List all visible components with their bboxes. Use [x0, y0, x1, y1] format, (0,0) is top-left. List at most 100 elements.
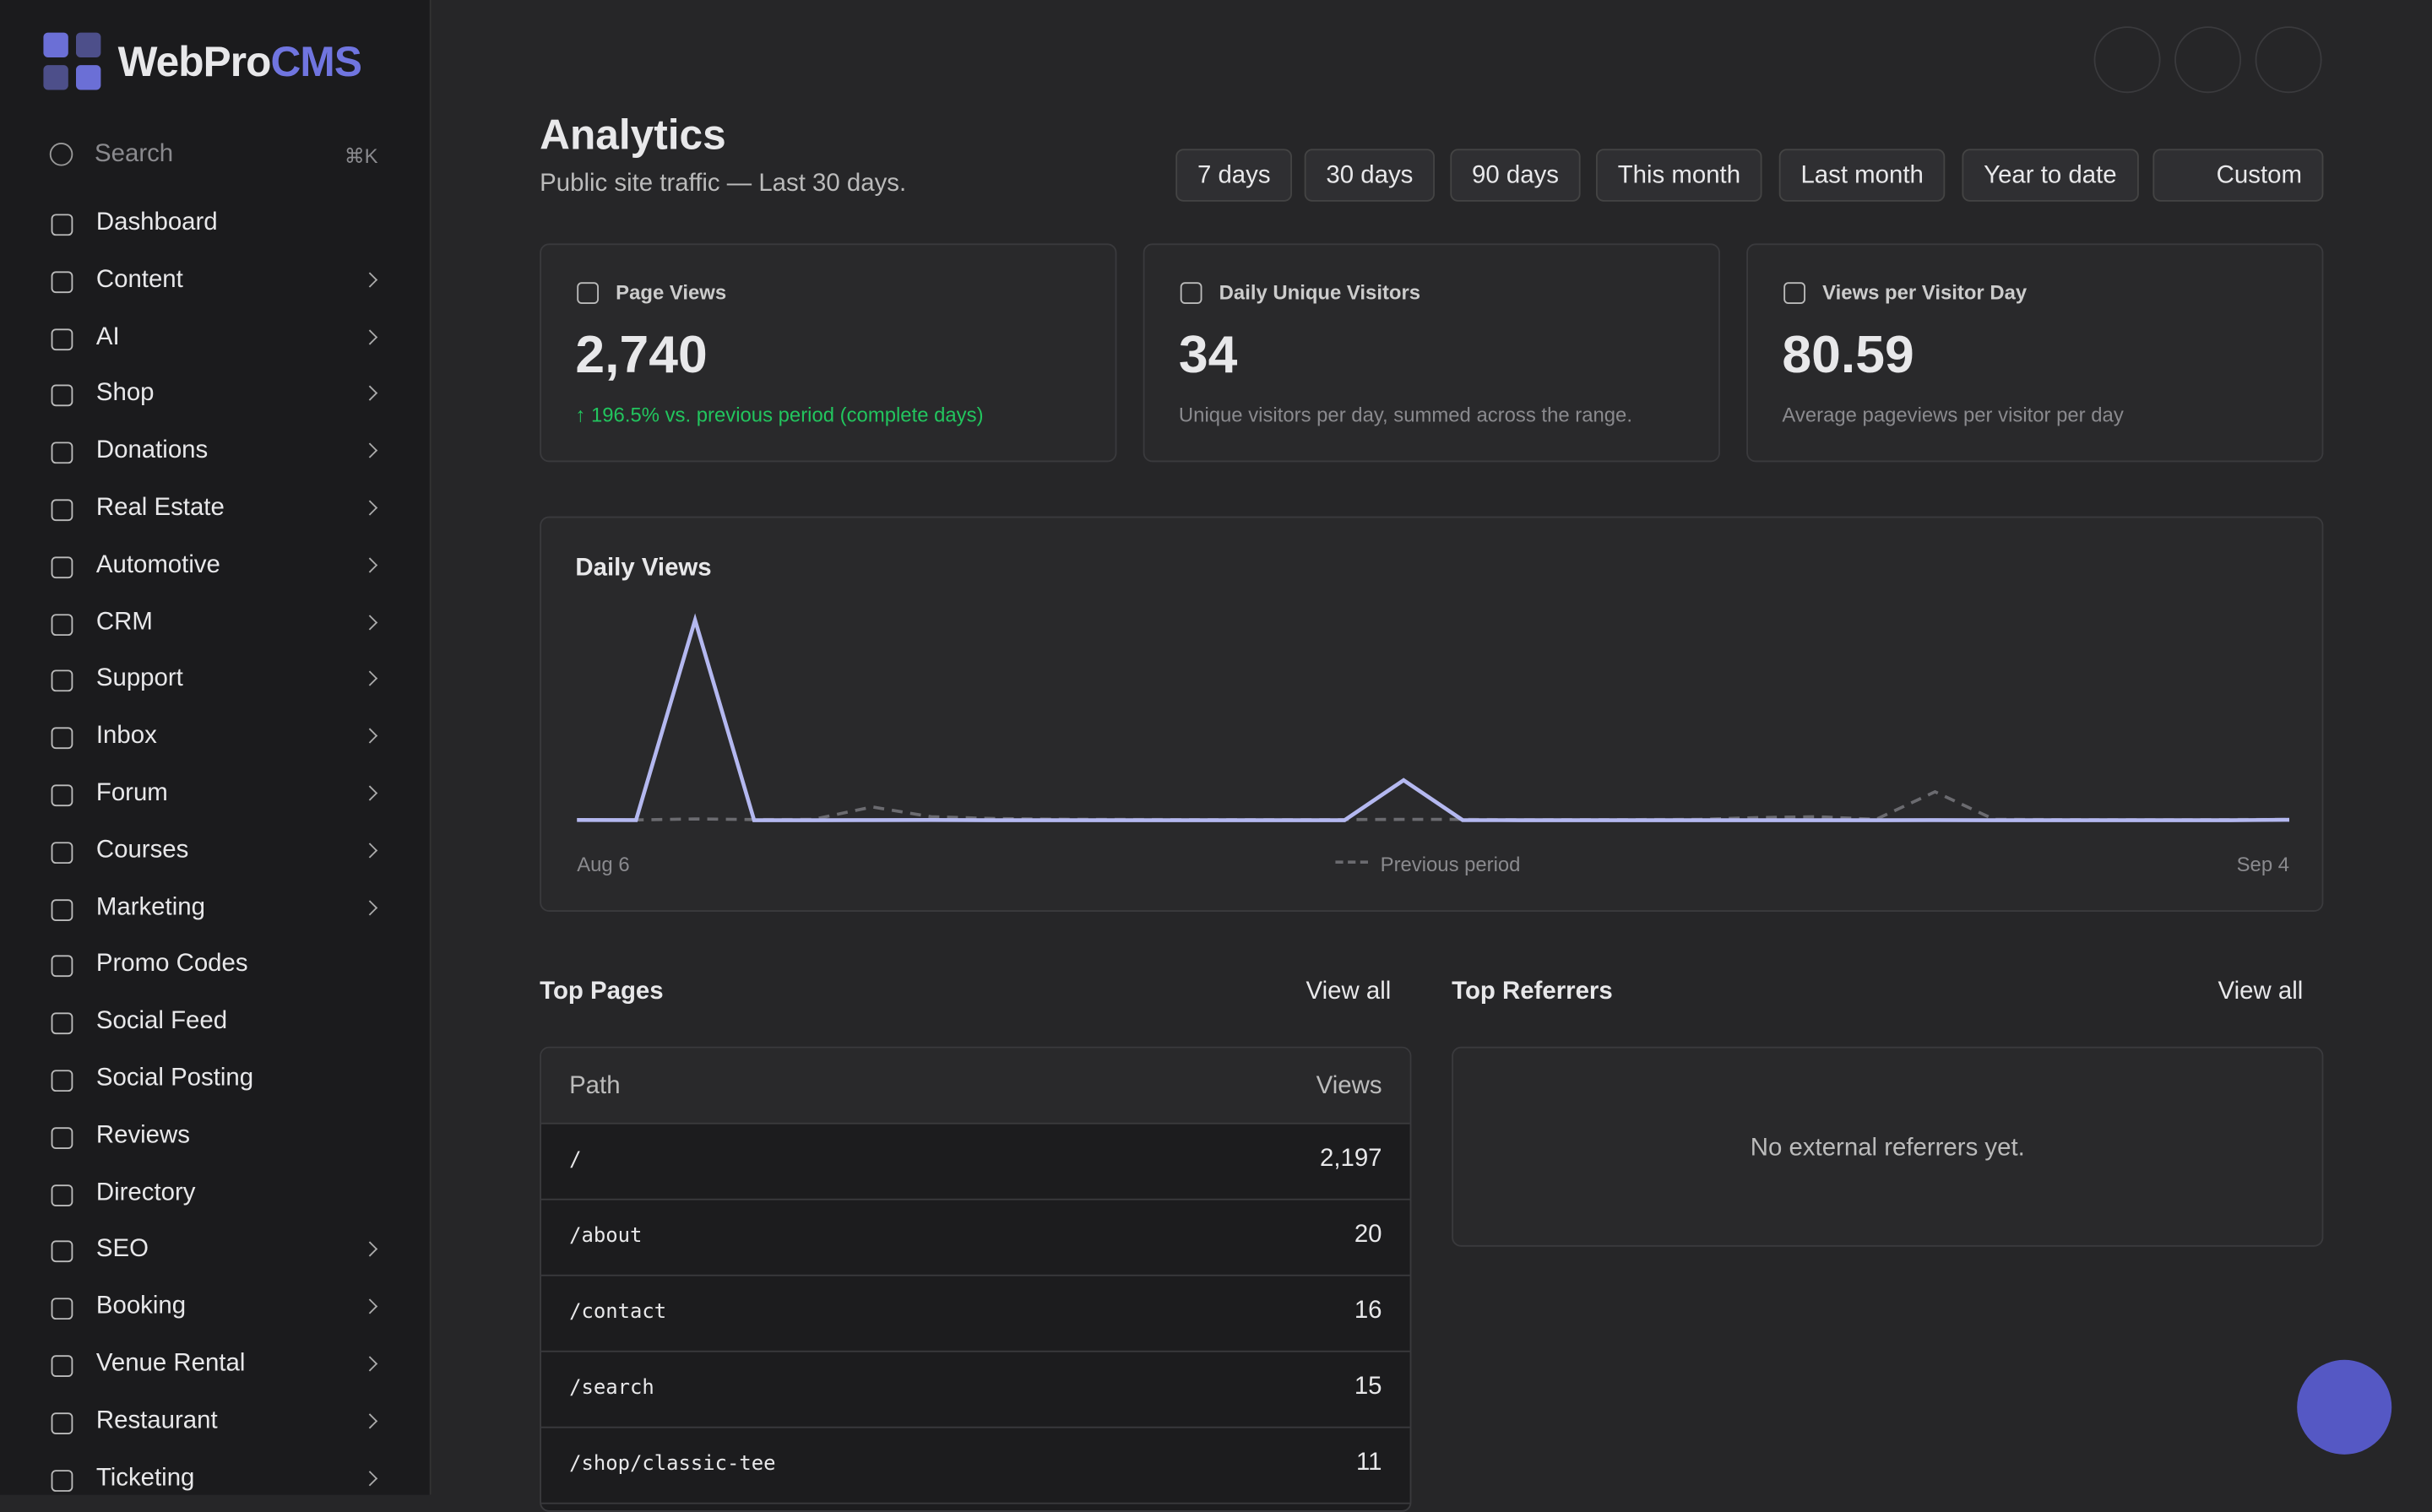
nav-item[interactable]: CRM: [95, 609, 153, 636]
nav-item[interactable]: AI: [95, 323, 120, 350]
legend-label: Previous period: [1381, 854, 1521, 876]
row-divider: [541, 1426, 1410, 1428]
cell-views: 2,197: [1319, 1146, 1382, 1173]
cell-path: /shop/classic-tee: [569, 1453, 776, 1477]
nav-icon: [51, 613, 73, 636]
subtitle: Public site traffic — Last 30 days.: [540, 171, 907, 198]
nav-item[interactable]: Reviews: [95, 1122, 190, 1149]
view-all[interactable]: View all: [1306, 978, 1392, 1005]
stat-icon: [1783, 282, 1805, 304]
column-header: Views: [1316, 1073, 1382, 1100]
stat-label: Page Views: [616, 280, 727, 304]
range-button[interactable]: 7 days: [1175, 149, 1293, 202]
theme-button[interactable]: [2093, 26, 2161, 94]
row-divider: [541, 1274, 1410, 1276]
stat-card: Daily Unique Visitors 34 Unique visitors p…: [1143, 243, 1720, 463]
nav-icon: [51, 898, 73, 921]
nav-item[interactable]: Real Estate: [95, 494, 225, 522]
brand: WebProCMS: [117, 38, 362, 87]
chevron: [361, 1298, 378, 1314]
section-title: Top Pages: [540, 978, 664, 1005]
nav-item[interactable]: Directory: [95, 1179, 196, 1206]
nav-icon: [51, 1126, 73, 1149]
stat-card: Page Views 2,740 ↑ 196.5% vs. previous per…: [540, 243, 1117, 463]
nav-item[interactable]: Automotive: [95, 551, 220, 578]
nav-icon: [51, 271, 73, 293]
ai-button[interactable]: [2297, 1359, 2392, 1455]
stat-card: Views per Visitor Day 80.59 Average pagevi…: [1746, 243, 2324, 463]
nav-icon: [51, 841, 73, 864]
stat-value: 80.59: [1782, 325, 1914, 385]
range-button[interactable]: Custom: [2152, 149, 2324, 202]
cell-path: /: [569, 1149, 582, 1173]
nav-item[interactable]: SEO: [95, 1236, 149, 1263]
range-button[interactable]: This month: [1595, 149, 1762, 202]
range-button[interactable]: Year to date: [1962, 149, 2139, 202]
chevron: [361, 1470, 378, 1486]
nav-item[interactable]: Social Feed: [95, 1008, 228, 1035]
column-header: Path: [569, 1073, 621, 1100]
chevron: [361, 1242, 378, 1258]
stat-label: Daily Unique Visitors: [1219, 280, 1421, 304]
nav-icon: [51, 1298, 73, 1320]
chevron: [361, 1356, 378, 1372]
chevron: [361, 899, 378, 915]
stat-note: ↑ 196.5% vs. previous period (complete d…: [575, 403, 984, 427]
range-button[interactable]: 30 days: [1304, 149, 1436, 202]
section-title: Top Referrers: [1452, 978, 1613, 1005]
range-button[interactable]: 90 days: [1450, 149, 1581, 202]
nav-item[interactable]: Inbox: [95, 723, 157, 750]
nav-icon: [51, 1412, 73, 1434]
nav-item[interactable]: Ticketing: [95, 1464, 195, 1492]
chevron: [361, 1412, 378, 1429]
cell-views: 16: [1354, 1298, 1382, 1325]
nav-item[interactable]: Content: [95, 266, 183, 293]
nav-item[interactable]: Marketing: [95, 894, 205, 921]
cell-views: 15: [1354, 1374, 1382, 1401]
nav-icon: [51, 1355, 73, 1378]
nav-item[interactable]: Courses: [95, 837, 189, 864]
nav-item[interactable]: Social Posting: [95, 1065, 254, 1092]
title: Analytics: [540, 111, 726, 159]
nav-item[interactable]: Dashboard: [95, 209, 218, 236]
line: [577, 613, 2290, 822]
empty-state: No external referrers yet.: [1750, 1135, 2025, 1162]
language-button[interactable]: [2174, 26, 2242, 94]
brand-b: CMS: [270, 38, 362, 86]
nav-icon: [51, 385, 73, 407]
cell-views: 11: [1356, 1450, 1382, 1477]
help-button[interactable]: [2255, 26, 2322, 94]
chevron: [361, 614, 378, 630]
nav-item[interactable]: Venue Rental: [95, 1350, 246, 1378]
nav-item[interactable]: Donations: [95, 437, 209, 464]
chevron: [361, 728, 378, 744]
chevron: [361, 671, 378, 687]
stat-value: 2,740: [575, 325, 708, 385]
nav-icon: [51, 1241, 73, 1263]
line: [577, 789, 2290, 822]
nav-icon: [51, 556, 73, 578]
chevron: [361, 557, 378, 573]
nav-item[interactable]: Promo Codes: [95, 951, 248, 978]
x-tick-label: Aug 6: [577, 854, 629, 876]
row-divider: [541, 1502, 1410, 1504]
stat-note: Average pageviews per visitor per day: [1782, 403, 2124, 427]
search[interactable]: Search: [95, 141, 174, 168]
nav-item[interactable]: Booking: [95, 1293, 187, 1320]
stat-icon: [577, 282, 599, 304]
view-all[interactable]: View all: [2218, 978, 2304, 1005]
nav-item[interactable]: Support: [95, 665, 183, 692]
logo: [43, 32, 101, 90]
brand-a: WebPro: [117, 38, 272, 86]
chart-title: Daily Views: [575, 555, 712, 582]
range-button[interactable]: Last month: [1778, 149, 1946, 202]
nav-icon: [51, 328, 73, 350]
chevron: [361, 500, 378, 516]
nav-icon: [51, 1070, 73, 1092]
shortcut: ⌘K: [344, 144, 378, 168]
nav-item[interactable]: Shop: [95, 380, 155, 407]
cell-views: 20: [1354, 1222, 1382, 1249]
row-divider: [541, 1198, 1410, 1200]
nav-item[interactable]: Restaurant: [95, 1407, 218, 1434]
nav-item[interactable]: Forum: [95, 779, 168, 807]
